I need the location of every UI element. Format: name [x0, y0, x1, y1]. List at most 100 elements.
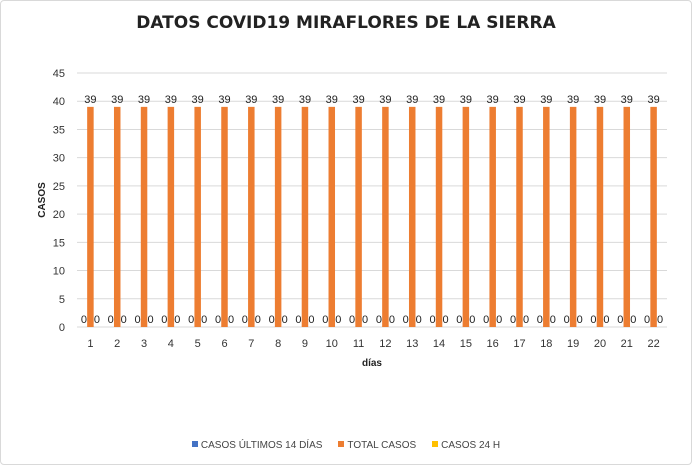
data-label: 0 [617, 314, 623, 326]
data-label: 0 [349, 314, 355, 326]
data-label: 0 [389, 314, 395, 326]
y-tick-label: 25 [53, 181, 65, 193]
data-label: 39 [272, 94, 284, 106]
data-label: 0 [416, 314, 422, 326]
data-label: 0 [134, 314, 140, 326]
y-tick-label: 20 [53, 209, 65, 221]
x-tick-label: 14 [433, 338, 445, 350]
legend-label: TOTAL CASOS [347, 440, 417, 451]
legend-swatch [338, 441, 345, 447]
y-tick-label: 5 [59, 294, 65, 306]
data-label: 39 [433, 94, 445, 106]
data-label: 39 [594, 94, 606, 106]
data-label: 39 [487, 94, 499, 106]
data-label: 0 [603, 314, 609, 326]
bar [489, 106, 496, 327]
data-label: 0 [335, 314, 341, 326]
bar [543, 106, 550, 327]
data-label: 0 [121, 314, 127, 326]
data-label: 39 [513, 94, 525, 106]
bar [516, 106, 523, 327]
x-tick-label: 20 [594, 338, 606, 350]
x-tick-label: 5 [195, 338, 201, 350]
x-axis-title: días [362, 358, 382, 369]
x-tick-label: 16 [487, 338, 499, 350]
bar [140, 106, 148, 327]
data-label: 0 [174, 314, 180, 326]
data-label: 0 [456, 314, 462, 326]
data-label: 39 [326, 94, 338, 106]
y-tick-label: 40 [53, 96, 65, 108]
data-label: 0 [161, 314, 167, 326]
data-label: 0 [496, 314, 502, 326]
bar [462, 106, 470, 327]
data-label: 39 [352, 94, 364, 106]
data-label: 0 [81, 314, 87, 326]
data-label: 39 [379, 94, 391, 106]
x-tick-label: 2 [114, 338, 120, 350]
bar [408, 106, 416, 327]
data-label: 39 [111, 94, 123, 106]
x-tick-label: 4 [168, 338, 174, 350]
data-label: 0 [147, 314, 153, 326]
x-tick-label: 12 [379, 338, 391, 350]
data-label: 0 [228, 314, 234, 326]
data-label: 0 [644, 314, 650, 326]
legend-item: TOTAL CASOS [338, 440, 416, 451]
legend-item: CASOS 24 H [432, 440, 500, 451]
bar [382, 106, 389, 327]
y-tick-label: 35 [53, 124, 65, 136]
data-label: 0 [429, 314, 435, 326]
bar [355, 106, 362, 327]
y-tick-label: 30 [53, 153, 65, 165]
data-label: 0 [308, 314, 314, 326]
legend: CASOS ÚLTIMOS 14 DÍAS TOTAL CASOS CASOS 24… [1, 440, 691, 451]
x-tick-label: 6 [221, 338, 227, 350]
data-label: 0 [282, 314, 288, 326]
x-tick-label: 9 [302, 338, 308, 350]
data-label: 0 [215, 314, 221, 326]
bar [194, 106, 201, 327]
data-label: 0 [269, 314, 275, 326]
legend-swatch [191, 441, 198, 447]
x-tick-label: 13 [406, 338, 418, 350]
y-tick-label: 10 [53, 266, 65, 278]
data-label: 0 [550, 314, 556, 326]
chart-title: DATOS COVID19 MIRAFLORES DE LA SIERRA [136, 13, 556, 33]
y-tick-label: 45 [53, 68, 65, 80]
x-tick-label: 17 [513, 338, 525, 350]
data-label: 39 [621, 94, 633, 106]
data-label: 0 [510, 314, 516, 326]
data-label: 0 [657, 314, 663, 326]
data-label: 0 [362, 314, 368, 326]
data-label: 0 [523, 314, 529, 326]
data-label: 0 [442, 314, 448, 326]
bar [274, 106, 282, 327]
data-label: 39 [245, 94, 257, 106]
x-tick-label: 7 [248, 338, 254, 350]
legend-swatch [432, 441, 439, 447]
data-label: 0 [483, 314, 489, 326]
bar [301, 106, 309, 327]
x-tick-label: 19 [567, 338, 579, 350]
bar [623, 106, 631, 327]
data-label: 0 [295, 314, 301, 326]
x-tick-label: 11 [353, 338, 364, 350]
data-label: 39 [299, 94, 311, 106]
data-label: 0 [564, 314, 570, 326]
data-label: 0 [108, 314, 114, 326]
data-label: 39 [138, 94, 150, 106]
data-label: 39 [460, 94, 472, 106]
data-label: 0 [201, 314, 207, 326]
x-tick-label: 21 [621, 338, 633, 350]
y-tick-label: 0 [59, 322, 65, 334]
data-label: 39 [647, 94, 659, 106]
data-label: 39 [218, 94, 230, 106]
legend-label: CASOS 24 H [441, 440, 501, 451]
x-tick-label: 1 [87, 338, 93, 350]
data-label: 0 [94, 314, 100, 326]
data-label: 0 [630, 314, 636, 326]
data-label: 0 [577, 314, 583, 326]
